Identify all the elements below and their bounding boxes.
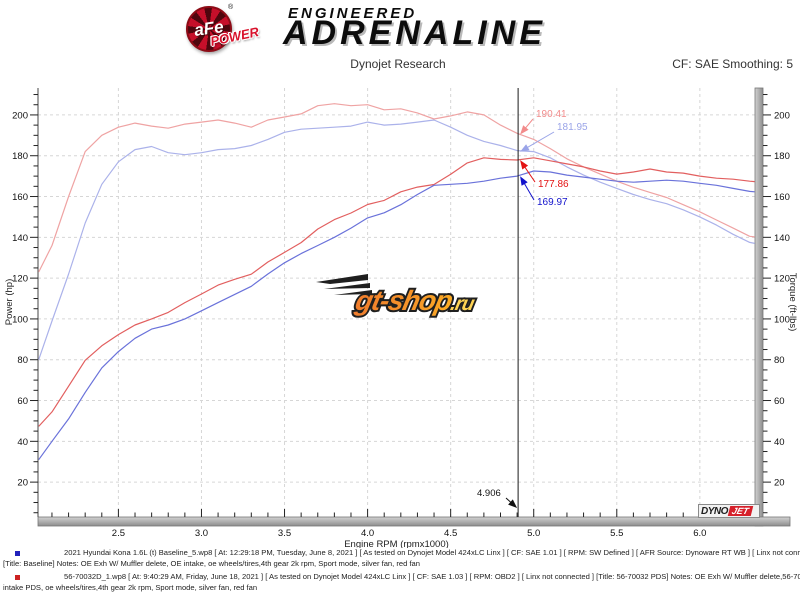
smoothing-info: CF: SAE Smoothing: 5 [672, 57, 793, 71]
registered-mark: ® [228, 4, 234, 11]
y-left-tick-label: 60 [17, 396, 28, 407]
y-left-tick-label: 120 [12, 274, 28, 285]
dynojet-logo-jet: JET [727, 506, 753, 516]
annotation-190.41-arrowhead-icon [520, 125, 529, 135]
run1-info-line1: 2021 Hyundai Kona 1.6L (t) Baseline_5.wp… [64, 548, 800, 557]
bottom-axis-bar [37, 516, 791, 527]
y-right-tick-label: 180 [774, 151, 790, 162]
y-left-tick-label: 140 [12, 233, 28, 244]
y-right-tick-label: 40 [774, 437, 785, 448]
y-axis-title-right: Torque (ft-lbs) [787, 273, 798, 332]
curve-power_intake [38, 157, 755, 427]
y-left-tick-label: 100 [12, 314, 28, 325]
speed-lines-icon [316, 274, 372, 295]
x-tick-label: 4.5 [444, 528, 457, 539]
y-right-tick-label: 140 [774, 233, 790, 244]
curves [38, 103, 755, 461]
annotation-177.86-arrowhead-icon [520, 160, 529, 170]
y-left-tick-label: 20 [17, 478, 28, 489]
run2-color-bullet [15, 575, 20, 580]
y-left-tick-label: 180 [12, 151, 28, 162]
y-left-tick-label: 80 [17, 355, 28, 366]
logo-engineered: ENGINEERED [288, 5, 418, 22]
dynojet-logo-dyno: DYNO [701, 505, 728, 517]
x-tick-label: 4.0 [361, 528, 374, 539]
annotation-label: 177.86 [538, 179, 569, 190]
logo-adrenaline: ADRENALINE [283, 14, 546, 52]
annotation-169.97-arrowhead-icon [520, 176, 528, 186]
cursor-rpm-arrowhead-icon [508, 499, 518, 508]
y-right-tick-label: 160 [774, 192, 790, 203]
axis-tick-labels: 20 20 40 40 60 60 80 80 100 100 120 120 140 140 160 160… [12, 110, 790, 539]
annotation-label: 181.95 [557, 122, 588, 133]
x-tick-label: 3.0 [195, 528, 208, 539]
y-right-tick-label: 20 [774, 478, 785, 489]
run2-info-line1: 56-70032D_1.wp8 [ At: 9:40:29 AM, Friday… [64, 572, 800, 581]
x-tick-label: 2.5 [112, 528, 125, 539]
gt-shop-watermark: gt-shop.ru [316, 274, 479, 318]
y-right-tick-label: 200 [774, 110, 790, 121]
x-tick-label: 6.0 [693, 528, 706, 539]
dyno-chart: 20 20 40 40 60 60 80 80 100 100 120 120 140 140 160 160… [4, 87, 798, 548]
run2-info-line2: intake PDS, oe wheels/tires,4th gear 2k … [3, 583, 258, 592]
annotation-label: 190.41 [536, 109, 567, 120]
curve-torque_baseline [38, 119, 755, 360]
curve-power_baseline [38, 170, 755, 461]
annotation-label: 169.97 [537, 197, 568, 208]
y-right-tick-label: 100 [774, 314, 790, 325]
cursor-rpm-label: 4.906 [477, 488, 501, 499]
report-title: Dynojet Research [350, 57, 446, 71]
y-right-tick-label: 120 [774, 274, 790, 285]
run1-info-line2: [Title: Baseline] Notes: OE Exh W/ Muffl… [3, 559, 420, 568]
right-axis-bar [754, 87, 764, 527]
annotation-181.95-line [525, 131, 555, 150]
curve-torque_intake [38, 103, 755, 273]
afe-power-badge-icon: aFe [186, 6, 232, 52]
x-tick-label: 5.5 [610, 528, 623, 539]
x-tick-label: 3.5 [278, 528, 291, 539]
annotation-181.95-arrowhead-icon [520, 144, 530, 152]
run1-color-bullet [15, 551, 20, 556]
x-tick-label: 5.0 [527, 528, 540, 539]
y-left-tick-label: 40 [17, 437, 28, 448]
y-left-tick-label: 200 [12, 110, 28, 121]
dynojet-logo: DYNO JET [698, 504, 760, 518]
watermark-text: gt-shop.ru [352, 284, 479, 316]
y-left-tick-label: 160 [12, 192, 28, 203]
y-right-tick-label: 80 [774, 355, 785, 366]
annotation-169.97-line [522, 181, 535, 201]
y-right-tick-label: 60 [774, 396, 785, 407]
x-axis-title: Engine RPM (rpmx1000) [344, 539, 449, 548]
y-axis-title-left: Power (hp) [4, 279, 15, 325]
annotation-177.86-line [523, 164, 536, 183]
